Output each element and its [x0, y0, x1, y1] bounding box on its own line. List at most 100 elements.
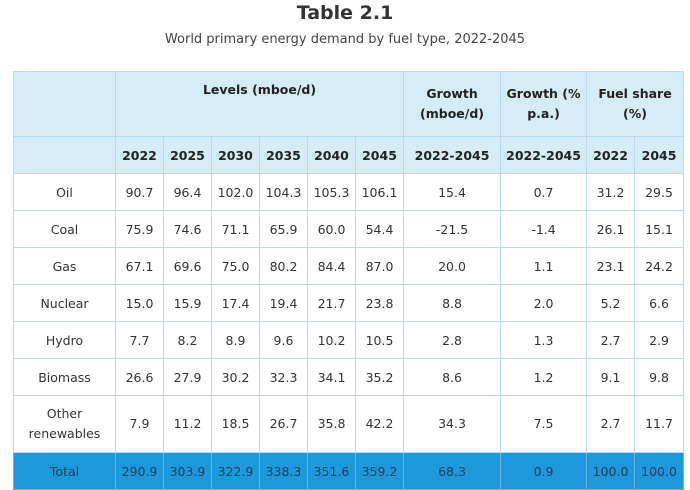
growth-pct-cell: 2.0: [500, 284, 588, 322]
level-cell: 359.2: [354, 452, 405, 490]
level-cell: 32.3: [259, 358, 308, 396]
header-year: 2022: [115, 136, 164, 174]
growth-pct-cell: 0.9: [500, 452, 588, 490]
level-cell: 30.2: [211, 358, 260, 396]
level-cell: 75.9: [115, 210, 164, 248]
level-cell: 96.4: [163, 173, 212, 211]
level-cell: 67.1: [115, 247, 164, 285]
level-cell: 7.9: [115, 395, 164, 453]
fuel-name-cell: Total: [13, 452, 116, 490]
header-growth-mboe: Growth (mboe/d): [403, 71, 502, 137]
header-fuel-share: Fuel share (%): [586, 71, 685, 137]
share-cell: 11.7: [634, 395, 685, 453]
level-cell: 69.6: [163, 247, 212, 285]
table-subtitle: World primary energy demand by fuel type…: [164, 32, 526, 47]
level-cell: 26.7: [259, 395, 308, 453]
header-blank-cell: [13, 71, 116, 137]
level-cell: 65.9: [259, 210, 308, 248]
share-cell: 24.2: [634, 247, 685, 285]
level-cell: 18.5: [211, 395, 260, 453]
level-cell: 104.3: [259, 173, 308, 211]
growth-mboe-cell: 68.3: [403, 452, 502, 490]
growth-pct-cell: 1.3: [500, 321, 588, 359]
table-row: Biomass 26.6 27.9 30.2 32.3 34.1 35.2 8.6 1.2 9.1…: [13, 358, 685, 396]
level-cell: 26.6: [115, 358, 164, 396]
energy-demand-table: Levels (mboe/d) Growth (mboe/d) Growth (…: [13, 71, 685, 490]
growth-pct-cell: 7.5: [500, 395, 588, 453]
growth-pct-cell: 1.1: [500, 247, 588, 285]
header-levels: Levels (mboe/d): [114, 71, 405, 137]
level-cell: 74.6: [163, 210, 212, 248]
fuel-name-cell: Coal: [13, 210, 116, 248]
level-cell: 84.4: [307, 247, 356, 285]
total-row: Total 290.9 303.9 322.9 338.3 351.6 359.2 68.3 0…: [13, 452, 685, 490]
level-cell: 60.0: [307, 210, 356, 248]
growth-pct-cell: 0.7: [500, 173, 588, 211]
table-row: Nuclear 15.0 15.9 17.4 19.4 21.7 23.8 8.8 2.0 5.2…: [13, 284, 685, 322]
level-cell: 71.1: [211, 210, 260, 248]
header-year: 2035: [259, 136, 308, 174]
level-cell: 9.6: [259, 321, 308, 359]
level-cell: 11.2: [163, 395, 212, 453]
header-year: 2040: [307, 136, 356, 174]
level-cell: 54.4: [354, 210, 405, 248]
growth-mboe-cell: -21.5: [403, 210, 502, 248]
table-row: Gas 67.1 69.6 75.0 80.2 84.4 87.0 20.0 1.1 23.1 24…: [13, 247, 685, 285]
level-cell: 338.3: [259, 452, 308, 490]
level-cell: 90.7: [115, 173, 164, 211]
level-cell: 35.8: [307, 395, 356, 453]
fuel-name-cell: Oil: [13, 173, 116, 211]
level-cell: 42.2: [354, 395, 405, 453]
level-cell: 15.9: [163, 284, 212, 322]
header-growth-pct-period: 2022-2045: [500, 136, 588, 174]
share-cell: 2.7: [586, 395, 636, 453]
growth-pct-cell: -1.4: [500, 210, 588, 248]
level-cell: 106.1: [354, 173, 405, 211]
share-cell: 29.5: [634, 173, 685, 211]
table-row: Other renewables 7.9 11.2 18.5 26.7 35.8 42.2 3…: [13, 395, 685, 453]
header-growth-mboe-period: 2022-2045: [403, 136, 502, 174]
level-cell: 10.5: [354, 321, 405, 359]
growth-mboe-cell: 20.0: [403, 247, 502, 285]
share-cell: 26.1: [586, 210, 636, 248]
level-cell: 17.4: [211, 284, 260, 322]
fuel-name-cell: Other renewables: [13, 395, 116, 453]
level-cell: 80.2: [259, 247, 308, 285]
growth-mboe-cell: 2.8: [403, 321, 502, 359]
level-cell: 87.0: [354, 247, 405, 285]
level-cell: 34.1: [307, 358, 356, 396]
fuel-name-cell: Hydro: [13, 321, 116, 359]
header-blank-cell: [13, 136, 116, 174]
fuel-name-cell: Gas: [13, 247, 116, 285]
fuel-name-cell: Biomass: [13, 358, 116, 396]
level-cell: 21.7: [307, 284, 356, 322]
growth-mboe-cell: 8.6: [403, 358, 502, 396]
level-cell: 8.9: [211, 321, 260, 359]
level-cell: 35.2: [354, 358, 405, 396]
header-share-year: 2022: [586, 136, 636, 174]
growth-mboe-cell: 15.4: [403, 173, 502, 211]
level-cell: 19.4: [259, 284, 308, 322]
table-row: Oil 90.7 96.4 102.0 104.3 105.3 106.1 15.4 0.7 31…: [13, 173, 685, 211]
share-cell: 31.2: [586, 173, 636, 211]
header-share-year: 2045: [634, 136, 685, 174]
level-cell: 8.2: [163, 321, 212, 359]
share-cell: 2.9: [634, 321, 685, 359]
share-cell: 2.7: [586, 321, 636, 359]
level-cell: 75.0: [211, 247, 260, 285]
share-cell: 6.6: [634, 284, 685, 322]
share-cell: 15.1: [634, 210, 685, 248]
level-cell: 10.2: [307, 321, 356, 359]
share-cell: 9.1: [586, 358, 636, 396]
growth-mboe-cell: 34.3: [403, 395, 502, 453]
level-cell: 351.6: [307, 452, 356, 490]
header-growth-pct: Growth (% p.a.): [500, 71, 588, 137]
level-cell: 290.9: [115, 452, 164, 490]
header-year: 2025: [163, 136, 212, 174]
table-row: Hydro 7.7 8.2 8.9 9.6 10.2 10.5 2.8 1.3 2.7 2.9: [13, 321, 685, 359]
level-cell: 15.0: [115, 284, 164, 322]
table-row: Coal 75.9 74.6 71.1 65.9 60.0 54.4 -21.5 -1.4 26.…: [13, 210, 685, 248]
level-cell: 322.9: [211, 452, 260, 490]
share-cell: 23.1: [586, 247, 636, 285]
level-cell: 27.9: [163, 358, 212, 396]
